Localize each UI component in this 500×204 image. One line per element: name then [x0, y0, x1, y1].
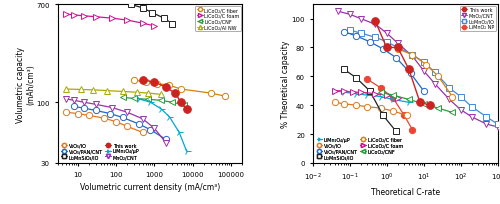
Y-axis label: % Theoretical capacity: % Theoretical capacity: [281, 41, 290, 128]
Legend: V₂O₅/IO, V₂O₅/PAN/CNT, Li₂MnSiO₄/IO, This work, LiMn₂O₄/μP, MnO₂/CNT: V₂O₅/IO, V₂O₅/PAN/CNT, Li₂MnSiO₄/IO, Thi…: [60, 142, 140, 161]
Y-axis label: Volumetric capacity
(mAh/cm³): Volumetric capacity (mAh/cm³): [16, 46, 35, 122]
X-axis label: Theoretical C-rate: Theoretical C-rate: [370, 187, 440, 196]
X-axis label: Volumetric current density (mA/cm³): Volumetric current density (mA/cm³): [80, 182, 220, 191]
Legend: LiMn₂O₄/μP, V₂O₅/IO, V₂O₅/PAN/CNT, Li₂MnSiO₄/IO, LiCoO₂/C fiber, LiCoO₂/C foam, : LiMn₂O₄/μP, V₂O₅/IO, V₂O₅/PAN/CNT, Li₂Mn…: [315, 136, 404, 161]
